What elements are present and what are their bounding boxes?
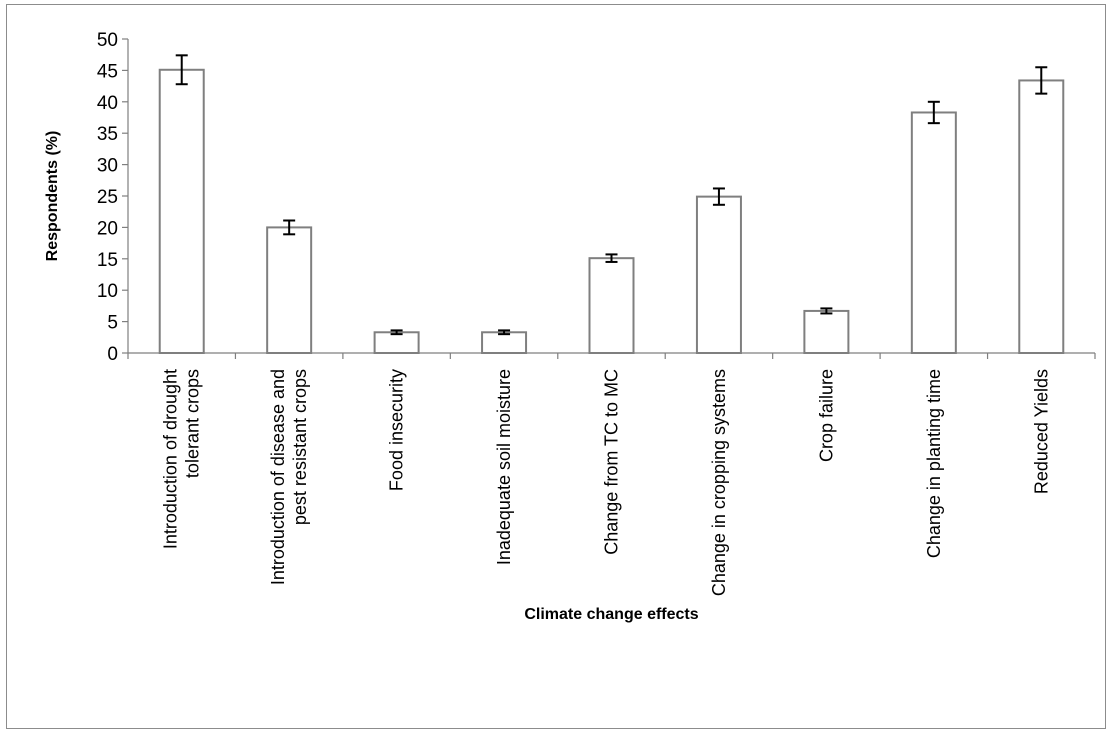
bar [695, 195, 742, 354]
category-label: Change in cropping systems [709, 369, 729, 596]
bar [373, 331, 420, 354]
bar [1018, 79, 1065, 354]
y-tick-label: 40 [97, 93, 118, 114]
category-label: Change in planting time [924, 369, 944, 558]
category-label: pest resistant crops [290, 369, 310, 525]
category-label: Crop failure [816, 369, 836, 462]
category-label: Introduction of disease and [268, 369, 288, 585]
error-bars-layer [175, 54, 1048, 336]
error-bar [712, 187, 725, 206]
category-label: Change from TC to MC [602, 369, 622, 555]
error-bar [605, 253, 618, 263]
bar [803, 309, 850, 355]
error-bar [1035, 66, 1048, 95]
bar [588, 257, 635, 354]
bar [158, 68, 205, 354]
bar [481, 331, 528, 354]
category-labels-layer: Introduction of drought tolerant crops Int… [161, 369, 1052, 596]
bar-chart: 0 5 10 15 20 25 30 35 40 45 50 Introduction of dro… [44, 30, 1096, 623]
category-label: Reduced Yields [1031, 369, 1051, 494]
x-axis-title: Climate change effects [524, 606, 698, 623]
category-label: Introduction of drought [161, 369, 181, 549]
y-tick-label: 0 [107, 344, 118, 365]
category-label: Inadequate soil moisture [494, 369, 514, 565]
category-label: tolerant crops [183, 369, 203, 478]
y-tick-label: 20 [97, 218, 118, 239]
error-bar [283, 219, 296, 236]
y-tick-label: 45 [97, 61, 118, 82]
y-tick-label: 10 [97, 281, 118, 302]
error-bar [498, 329, 511, 336]
bars-layer [158, 68, 1065, 355]
chart-frame: 0 5 10 15 20 25 30 35 40 45 50 Introduction of dro… [6, 4, 1106, 729]
bar [266, 226, 313, 354]
y-ticks-layer: 0 5 10 15 20 25 30 35 40 45 50 [97, 30, 128, 365]
error-bar [175, 54, 188, 86]
error-bar [927, 100, 940, 125]
bar [910, 111, 957, 354]
error-bar [390, 329, 403, 336]
x-ticks-layer [127, 353, 1096, 359]
y-axis-title: Respondents (%) [44, 131, 61, 262]
y-tick-label: 25 [97, 187, 118, 208]
y-tick-label: 5 [107, 313, 118, 334]
y-tick-label: 35 [97, 124, 118, 145]
category-label: Food insecurity [387, 369, 407, 491]
error-bar [820, 307, 833, 315]
y-tick-label: 50 [97, 30, 118, 51]
y-tick-label: 30 [97, 156, 118, 177]
y-tick-label: 15 [97, 250, 118, 271]
